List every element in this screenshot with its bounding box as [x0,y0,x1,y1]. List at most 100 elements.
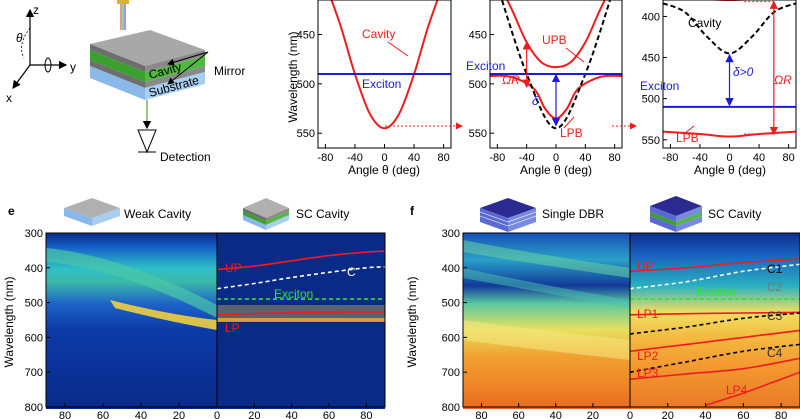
y-tick-label: 400 [25,263,43,275]
plot-frame [462,232,800,408]
panel-e-right-title: SC Cavity [296,207,349,221]
mirror-label: Mirror [214,64,245,78]
panel-f-left-title: Single DBR [542,207,604,221]
p3-lpb-pointer [684,125,695,134]
x-tick-label: 80 [782,152,794,164]
x-tick-label: 40 [699,410,711,419]
x-tick-label: -80 [317,152,333,164]
axis-theta-label: θ [16,31,23,45]
top3-xlabel: Angle θ (deg) [694,163,766,177]
y-tick-label: 450 [297,30,315,42]
x-tick-label: 40 [579,152,591,164]
series-c [216,266,385,290]
panel-f-letter: f [410,204,415,218]
y-tick-label: 600 [442,332,460,344]
y-tick-label: 700 [25,367,43,379]
series-lp [216,311,385,316]
p3-lpb-label: LPB [676,131,699,145]
x-tick-label: 60 [513,410,525,419]
panel-f-c4-label: C4 [767,346,783,360]
series-up [216,250,385,271]
panel-e-ylabel: Wavelength (nm) [2,277,16,368]
y-tick-label: 500 [25,298,43,310]
x-tick-label: 80 [775,410,787,419]
x-tick-label: 40 [408,152,420,164]
panel-e-lp-label: LP [225,321,240,335]
panel-f-lp2-label: LP2 [637,349,659,363]
p3-delta-label: δ>0 [733,65,754,79]
p1-cavity-pointer [387,41,409,57]
y-tick-label: 450 [642,53,660,65]
panel-f-right-map [630,233,800,409]
axis-z-label: z [33,3,39,17]
x-tick-label: -40 [519,152,535,164]
panel-f-c3-label: C3 [767,309,783,323]
x-tick-label: 40 [286,410,298,419]
x-tick-label: 60 [323,410,335,419]
panel-f-lp1-label: LP1 [637,307,659,321]
p2-omega-label: ΩR [502,73,520,87]
series-lp4 [705,371,800,407]
p2-upb-pointer [565,47,585,63]
panel-f-exciton-label: Exciton [697,285,736,299]
x-tick-label: 40 [550,410,562,419]
p2-exciton-label: Exciton [466,59,505,73]
x-tick-label: 40 [753,152,765,164]
y-tick-label: 300 [442,228,460,240]
p2-delta-label: δ [532,94,539,108]
y-tick-label: 550 [642,135,660,147]
x-tick-label: 80 [475,410,487,419]
x-tick-label: 80 [609,152,621,164]
x-tick-label: 20 [662,410,674,419]
detection-label: Detection [160,150,211,164]
x-tick-label: 0 [381,152,387,164]
panel-f-lp4-label: LP4 [726,383,748,397]
x-tick-label: 40 [135,410,147,419]
x-tick-label: 60 [737,410,749,419]
panel-e-c-label: C [347,265,356,279]
panel-f-c1-label: C1 [767,262,783,276]
sample-stack: Cavity Substrate Mirror Detection [90,0,245,164]
panel-e-letter: e [8,204,15,218]
panel-f-left-fringe-3 [463,320,630,360]
series-lp2 [629,329,800,353]
p3-exciton-label: Exciton [640,79,679,93]
x-tick-label: 0 [214,410,220,419]
top2-xlabel: Angle θ (deg) [520,163,592,177]
series-c3 [629,312,800,335]
y-tick-label: 300 [25,228,43,240]
top1-xlabel: Angle θ (deg) [348,163,420,177]
top-ylabel: Wavelength (nm) [286,32,300,123]
series-c4 [629,343,800,373]
series-c1 [629,263,800,290]
x-tick-label: 20 [173,410,185,419]
p2-upb-label: UPB [542,33,567,47]
coordinate-system: z y x θ [6,3,76,105]
heatmap-series [629,258,800,407]
panel-f-ylabel: Wavelength (nm) [405,277,419,368]
x-tick-label: 0 [553,152,559,164]
p1-exciton-label: Exciton [362,77,401,91]
p1-cavity-label: Cavity [362,27,395,41]
panel-f-c2-label: C2 [767,280,783,294]
panel-f-left-fringe-1 [463,240,630,278]
y-tick-label: 450 [469,30,487,42]
x-tick-label: -80 [489,152,505,164]
panel-e-up-label: UP [225,261,242,275]
y-tick-label: 550 [297,128,315,140]
series-lp3 [629,357,800,380]
panel-e-plot: 300 400 500 600 700 800 80 60 40 20 0 20 40 60 80 [25,228,386,419]
y-tick-label: 500 [297,79,315,91]
series-cavity [663,2,796,55]
x-tick-label: -40 [347,152,363,164]
x-tick-label: 60 [97,410,109,419]
plot-frame [45,232,386,408]
y-tick-label: 800 [442,402,460,414]
x-tick-label: 20 [587,410,599,419]
x-tick-label: 0 [627,410,633,419]
panel-f-lp3-label: LP3 [637,366,659,380]
panel-e-left-peak [110,300,217,330]
x-tick-label: 0 [726,152,732,164]
